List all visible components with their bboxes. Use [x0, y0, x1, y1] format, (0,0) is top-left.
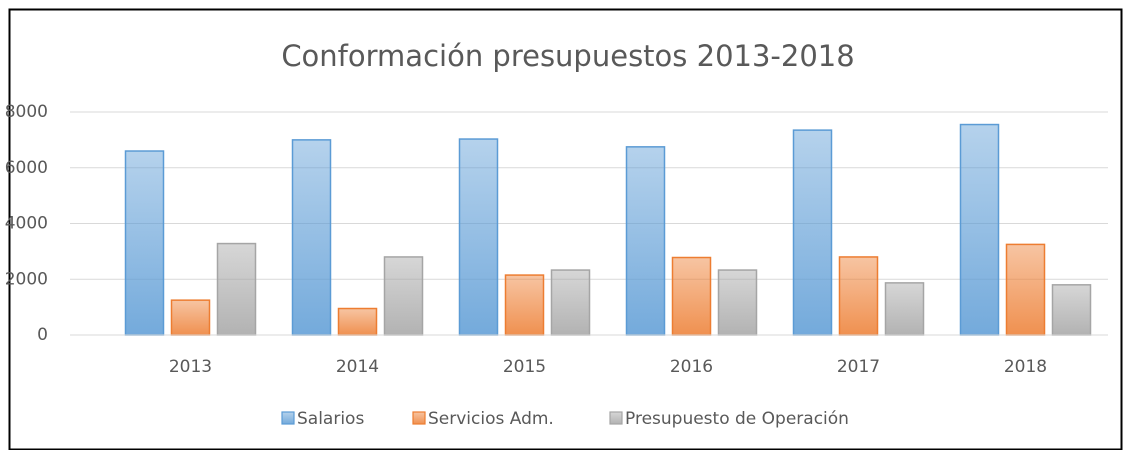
- chart-title: Conformación presupuestos 2013-2018: [281, 39, 854, 73]
- bar: [959, 123, 1000, 336]
- legend-label: Presupuesto de Operación: [625, 409, 849, 429]
- bar: [671, 256, 712, 336]
- bar: [625, 146, 666, 336]
- bar: [291, 139, 332, 336]
- bar: [884, 282, 925, 336]
- x-tick-label: 2018: [1004, 357, 1047, 377]
- y-tick-label: 2000: [5, 269, 48, 289]
- x-tick-label: 2014: [336, 357, 379, 377]
- y-tick-label: 0: [37, 325, 48, 345]
- legend-swatch: [281, 411, 295, 425]
- bar: [792, 129, 833, 336]
- bar: [550, 269, 591, 336]
- bar: [216, 242, 257, 336]
- y-tick-label: 4000: [5, 214, 48, 234]
- x-tick-label: 2015: [503, 357, 546, 377]
- legend-swatch: [609, 411, 623, 425]
- x-tick-label: 2013: [169, 357, 212, 377]
- bar: [1005, 243, 1046, 336]
- bar: [838, 256, 879, 336]
- bar: [504, 274, 545, 336]
- x-tick-label: 2016: [670, 357, 713, 377]
- y-tick-label: 8000: [5, 102, 48, 122]
- legend-swatch: [412, 411, 426, 425]
- bar: [337, 307, 378, 336]
- x-tick-label: 2017: [837, 357, 880, 377]
- bar: [458, 138, 499, 336]
- y-tick-label: 6000: [5, 158, 48, 178]
- legend-label: Servicios Adm.: [428, 409, 554, 429]
- bar: [170, 299, 211, 336]
- bar: [1051, 284, 1092, 336]
- chart-frame: [8, 8, 1123, 450]
- legend-label: Salarios: [297, 409, 364, 429]
- bar: [717, 269, 758, 336]
- bar: [124, 150, 165, 336]
- bar: [383, 256, 424, 336]
